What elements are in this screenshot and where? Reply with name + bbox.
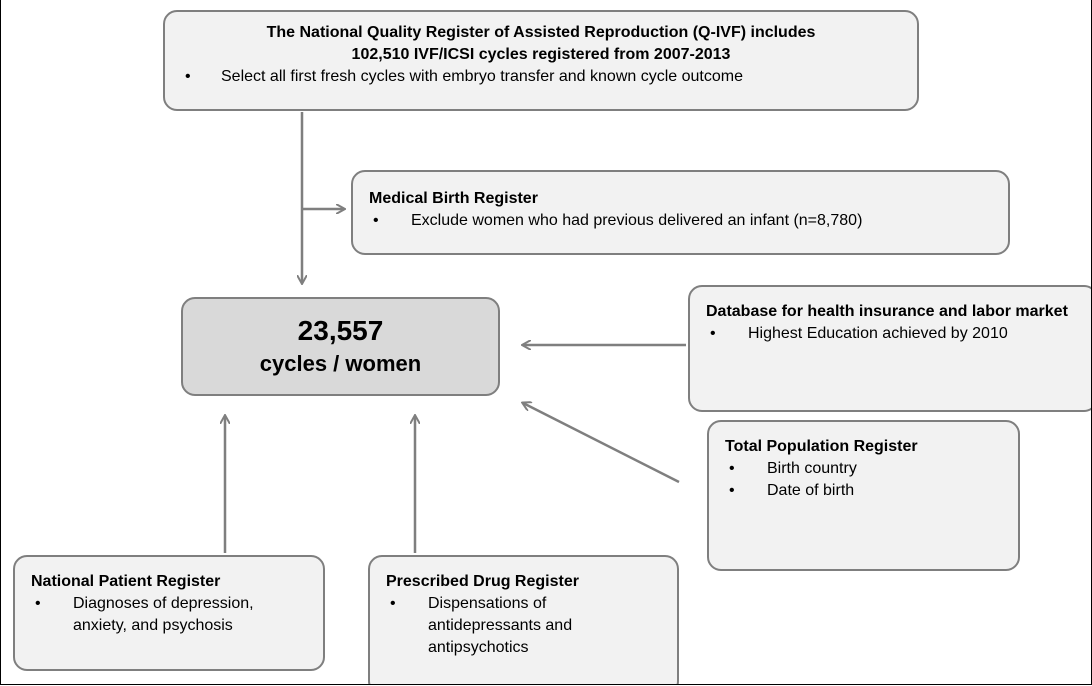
box-title: Medical Birth Register — [369, 190, 538, 207]
box-title: 102,510 IVF/ICSI cycles registered from … — [351, 46, 731, 63]
box-title: Database for health insurance and labor … — [706, 303, 1068, 320]
box-title: Total Population Register — [725, 438, 918, 455]
box-title: The National Quality Register of Assiste… — [266, 24, 816, 41]
bullet: Select all first fresh cycles with embry… — [181, 66, 901, 88]
bullet: Date of birth — [725, 480, 1002, 502]
bullet: Birth country — [725, 458, 1002, 480]
arrow — [523, 403, 680, 484]
patient-box: National Patient Register Diagnoses of d… — [13, 555, 325, 671]
drug-box: Prescribed Drug Register Dispensations o… — [368, 555, 679, 684]
bullet: Dispensations of antidepressants and ant… — [386, 593, 598, 659]
population-box: Total Population Register Birth country … — [707, 420, 1020, 571]
result-box: 23,557 cycles / women — [181, 297, 500, 396]
box-title: National Patient Register — [31, 573, 221, 590]
box-title: Prescribed Drug Register — [386, 573, 579, 590]
q-ivf-box: The National Quality Register of Assiste… — [163, 10, 919, 111]
birth-register-box: Medical Birth Register Exclude women who… — [351, 170, 1010, 255]
result-value: 23,557 — [297, 315, 384, 346]
database-box: Database for health insurance and labor … — [688, 285, 1091, 412]
bullet: Diagnoses of depression, anxiety, and ps… — [31, 593, 293, 637]
result-label: cycles / women — [259, 351, 422, 376]
bullet: Exclude women who had previous delivered… — [369, 210, 992, 232]
bullet: Highest Education achieved by 2010 — [706, 323, 1080, 345]
